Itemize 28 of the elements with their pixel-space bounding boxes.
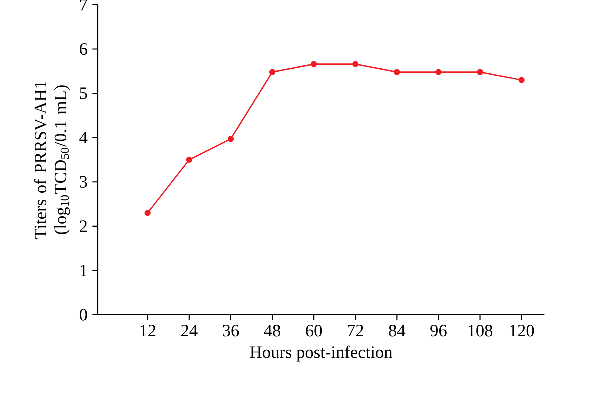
point bbox=[228, 136, 234, 142]
point bbox=[477, 69, 484, 76]
x-tick-label: 120 bbox=[510, 325, 534, 337]
x-tick-label: 12 bbox=[140, 325, 156, 337]
x-tick-label: 60 bbox=[306, 325, 322, 337]
point bbox=[311, 61, 318, 68]
x-tick-label: 72 bbox=[348, 325, 364, 337]
x-axis-title: Hours post-infection bbox=[250, 346, 393, 362]
point bbox=[269, 69, 276, 76]
point bbox=[518, 77, 525, 84]
point bbox=[394, 69, 400, 76]
y-tick-label: 4 bbox=[80, 132, 88, 144]
y-tick-label: 1 bbox=[80, 264, 87, 276]
y-tick-label: 5 bbox=[80, 88, 88, 100]
point bbox=[144, 210, 151, 216]
point bbox=[186, 156, 192, 164]
point bbox=[352, 61, 359, 68]
x-tick-label: 36 bbox=[223, 325, 240, 337]
x-tick-label: 24 bbox=[182, 325, 198, 337]
point bbox=[436, 69, 442, 76]
x-tick-label: 84 bbox=[389, 325, 406, 337]
x-tick-label: 48 bbox=[264, 325, 281, 337]
y-tick-label: 3 bbox=[80, 176, 88, 188]
y-tick-label: 0 bbox=[80, 309, 88, 321]
x-tick-label: 108 bbox=[468, 325, 493, 337]
x-tick-label: 96 bbox=[430, 325, 447, 337]
y-tick-label: 2 bbox=[80, 220, 88, 232]
y-tick-label: 6 bbox=[80, 43, 88, 56]
